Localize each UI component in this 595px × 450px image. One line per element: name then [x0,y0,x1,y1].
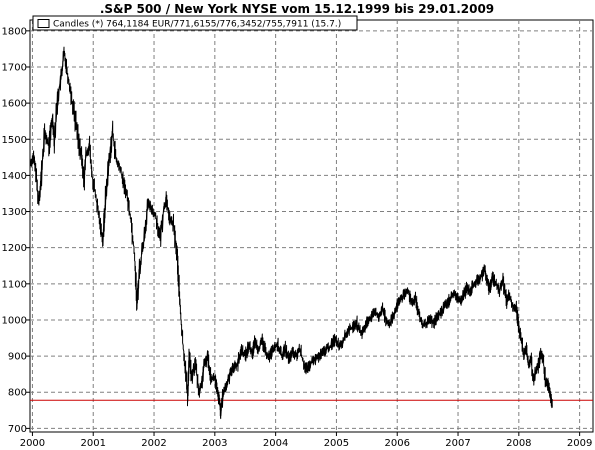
y-tick-label: 900 [8,352,27,363]
x-tick-label: 2003 [202,438,227,449]
x-tick-label: 2008 [506,438,531,449]
x-tick-label: 2005 [324,438,349,449]
y-tick-label: 700 [8,424,27,435]
x-tick-label: 2002 [141,438,166,449]
x-axis: 2000 2001 2002 2003 2004 2005 2006 2007 2008 2009 [20,432,592,449]
series-line [29,46,553,420]
y-axis: 700 800 900 1000 1100 1200 1300 1400 1500 1600 170… [2,26,30,435]
x-tick-label: 2001 [81,438,106,449]
y-tick-label: 1100 [2,279,27,290]
y-tick-label: 1700 [2,62,27,73]
x-tick-label: 2009 [567,438,592,449]
grid-lines [30,20,593,432]
y-tick-label: 1800 [2,26,27,37]
plot-area [29,19,594,433]
x-tick-label: 2004 [263,438,288,449]
legend-box [32,15,358,31]
y-tick-label: 1400 [2,171,27,182]
y-tick-label: 1600 [2,99,27,110]
y-tick-label: 1200 [2,243,27,254]
x-tick-label: 2007 [445,438,470,449]
y-tick-label: 1500 [2,135,27,146]
y-tick-label: 1300 [2,207,27,218]
legend-swatch [37,19,50,28]
legend-label: Candles (*) 764,1184 EUR/771,6155/776,34… [53,20,341,30]
y-tick-label: 800 [8,388,27,399]
legend: Candles (*) 764,1184 EUR/771,6155/776,34… [32,15,358,31]
x-tick-label: 2000 [20,438,45,449]
x-tick-label: 2006 [385,438,410,449]
y-tick-label: 1000 [2,315,27,326]
chart-title: .S&P 500 / New York NYSE vom 15.12.1999 … [100,2,494,16]
